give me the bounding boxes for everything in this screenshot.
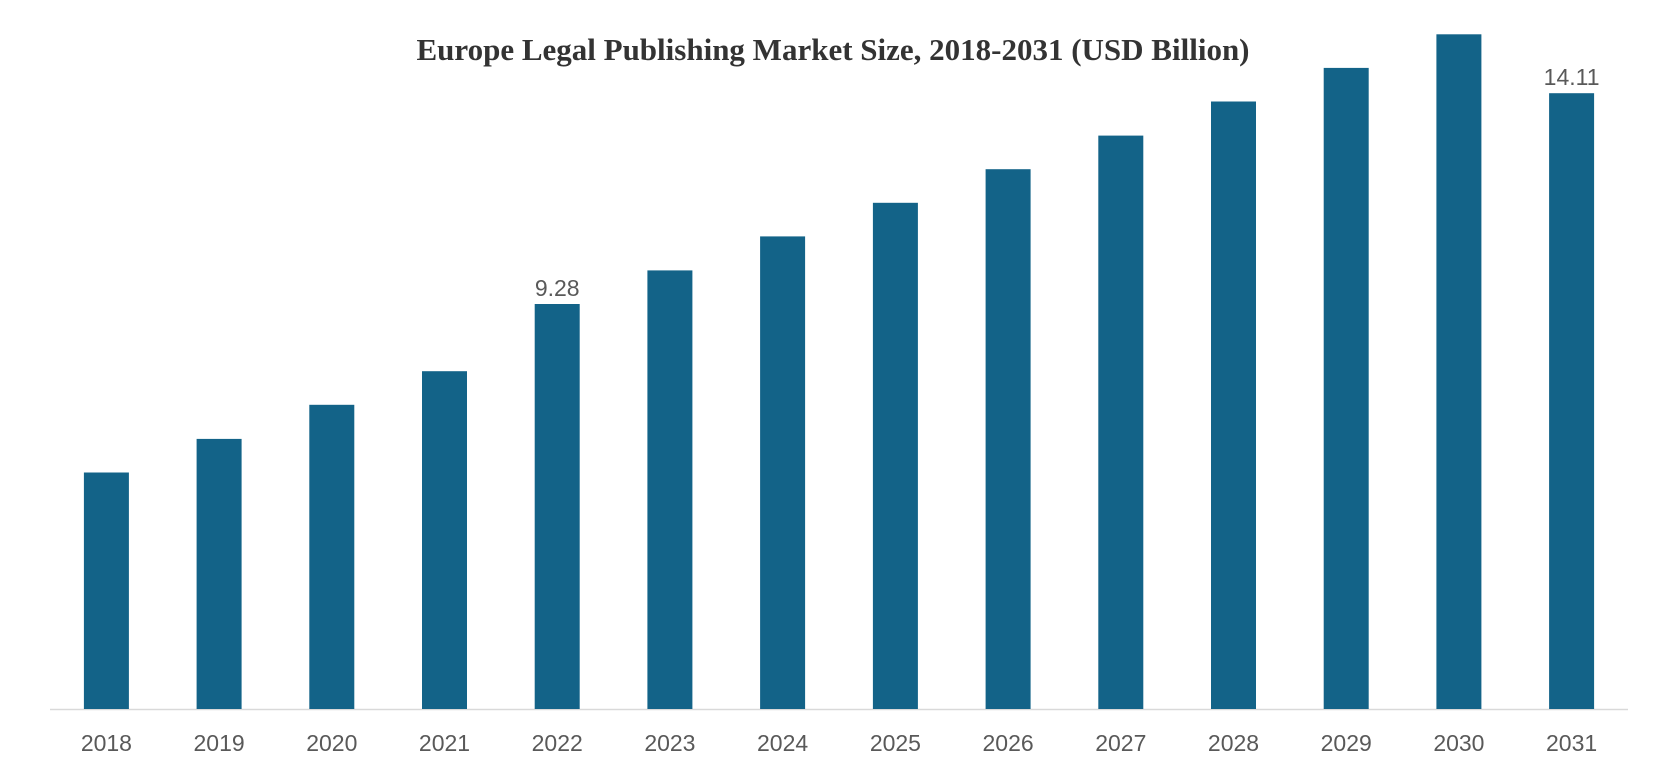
- bar-2026: [985, 169, 1031, 709]
- bar-2020: [309, 404, 355, 709]
- chart-title: Europe Legal Publishing Market Size, 201…: [416, 32, 1249, 67]
- bar-2023: [647, 270, 693, 709]
- bar-2021: [422, 371, 467, 709]
- x-tick-label-2020: 2020: [306, 730, 357, 756]
- bar-2028: [1211, 101, 1256, 709]
- x-tick-label-2028: 2028: [1208, 730, 1259, 756]
- x-tick-label-2027: 2027: [1095, 730, 1146, 756]
- bar-2022: [534, 304, 580, 709]
- x-tick-label-2018: 2018: [81, 730, 132, 756]
- x-tick-label-2024: 2024: [757, 730, 808, 756]
- x-tick-label-2025: 2025: [870, 730, 921, 756]
- x-tick-label-2022: 2022: [532, 730, 583, 756]
- data-label-2031: 14.11: [1544, 64, 1600, 90]
- bar-2019: [196, 438, 242, 709]
- x-tick-label-2021: 2021: [419, 730, 470, 756]
- data-labels: 9.28 14.11: [535, 64, 1600, 301]
- bar-2029: [1323, 67, 1369, 709]
- bar-2018: [83, 472, 129, 709]
- bar-2027: [1098, 135, 1144, 710]
- x-tick-label-2031: 2031: [1546, 730, 1597, 756]
- x-tick-label-2029: 2029: [1321, 730, 1372, 756]
- bar-2031: [1549, 93, 1595, 709]
- x-tick-label-2023: 2023: [644, 730, 695, 756]
- bar-2025: [872, 202, 918, 710]
- bar-2024: [760, 236, 806, 709]
- bar-2030: [1436, 34, 1482, 710]
- data-label-2022: 9.28: [535, 275, 580, 301]
- x-tick-label-2030: 2030: [1433, 730, 1484, 756]
- bars-group: [83, 34, 1595, 710]
- x-tick-label-2026: 2026: [983, 730, 1034, 756]
- x-tick-label-2019: 2019: [194, 730, 245, 756]
- x-tick-labels: 2018 2019 2020 2021 2022 2023 2024 2025 2026 2027…: [81, 730, 1597, 756]
